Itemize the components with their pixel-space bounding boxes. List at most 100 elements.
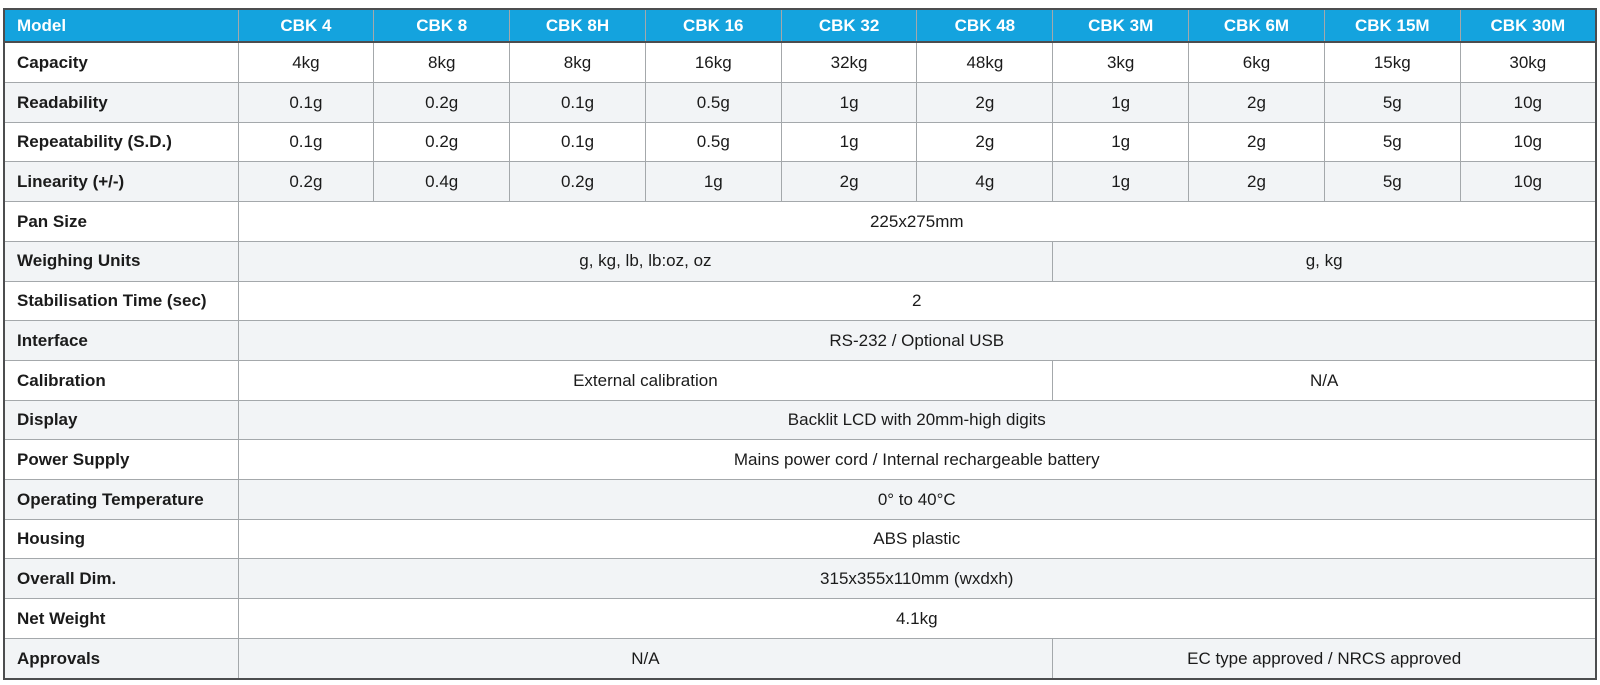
spec-value-cell: External calibration [237, 359, 1054, 401]
spec-row-readability: Readability 0.1g 0.2g 0.1g 0.5g 1g 2g 1g… [3, 82, 1597, 123]
spec-value-cell: Mains power cord / Internal rechargeable… [237, 439, 1597, 481]
row-label: Net Weight [3, 598, 239, 639]
spec-value-cell: 315x355x110mm (wxdxh) [237, 558, 1597, 600]
row-label: Power Supply [3, 439, 239, 481]
model-header-row: Model CBK 4 CBK 8 CBK 8H CBK 16 CBK 32 C… [3, 8, 1597, 43]
spec-value-cell: 10g [1459, 82, 1597, 123]
spec-value-cell: 5g [1323, 161, 1461, 203]
spec-value-cell: 2g [1188, 161, 1325, 203]
spec-value-cell: 1g [644, 161, 782, 203]
spec-value-cell: 30kg [1459, 41, 1597, 84]
spec-value-cell: 0.2g [509, 161, 646, 203]
spec-value-cell: 32kg [780, 41, 918, 84]
model-header-cell: CBK 8H [509, 8, 646, 43]
spec-value-cell: g, kg [1052, 240, 1597, 282]
spec-row-net-weight: Net Weight 4.1kg [3, 598, 1597, 639]
spec-value-cell: 15kg [1323, 41, 1461, 84]
spec-value-cell: 2 [237, 280, 1597, 322]
spec-value-cell: 0.2g [373, 121, 511, 163]
row-label: Readability [3, 82, 239, 123]
spec-value-cell: 2g [1188, 82, 1325, 123]
model-header-label: Model [3, 8, 239, 43]
spec-value-cell: 2g [1188, 121, 1325, 163]
spec-value-cell: 1g [1052, 121, 1190, 163]
row-label: Display [3, 399, 239, 441]
spec-value-cell: 3kg [1052, 41, 1190, 84]
row-label: Housing [3, 518, 239, 560]
model-header-cell: CBK 6M [1188, 8, 1325, 43]
spec-row-housing: Housing ABS plastic [3, 518, 1597, 560]
spec-value-cell: 0.2g [237, 161, 375, 203]
spec-value-cell: g, kg, lb, lb:oz, oz [237, 240, 1054, 282]
product-spec-table: Model CBK 4 CBK 8 CBK 8H CBK 16 CBK 32 C… [3, 8, 1597, 680]
spec-value-cell: 4kg [237, 41, 375, 84]
spec-value-cell: 8kg [373, 41, 511, 84]
spec-table-container: Model CBK 4 CBK 8 CBK 8H CBK 16 CBK 32 C… [3, 8, 1597, 680]
model-header-cell: CBK 32 [780, 8, 918, 43]
spec-value-cell: Backlit LCD with 20mm-high digits [237, 399, 1597, 441]
spec-row-weighing-units: Weighing Units g, kg, lb, lb:oz, oz g, k… [3, 240, 1597, 282]
spec-row-power-supply: Power Supply Mains power cord / Internal… [3, 439, 1597, 481]
spec-value-cell: RS-232 / Optional USB [237, 320, 1597, 361]
row-label: Pan Size [3, 201, 239, 242]
row-label: Interface [3, 320, 239, 361]
spec-value-cell: 16kg [644, 41, 782, 84]
model-header-cell: CBK 16 [644, 8, 782, 43]
spec-value-cell: 1g [780, 121, 918, 163]
spec-row-interface: Interface RS-232 / Optional USB [3, 320, 1597, 361]
spec-value-cell: 0.1g [509, 82, 646, 123]
row-label: Stabilisation Time (sec) [3, 280, 239, 322]
row-label: Calibration [3, 359, 239, 401]
row-label: Overall Dim. [3, 558, 239, 600]
spec-row-approvals: Approvals N/A EC type approved / NRCS ap… [3, 637, 1597, 680]
spec-value-cell: 0.1g [237, 121, 375, 163]
spec-value-cell: 10g [1459, 161, 1597, 203]
spec-value-cell: 5g [1323, 121, 1461, 163]
spec-value-cell: 48kg [916, 41, 1054, 84]
spec-value-cell: 0.5g [644, 121, 782, 163]
spec-value-cell: 2g [916, 121, 1054, 163]
row-label: Weighing Units [3, 240, 239, 282]
spec-value-cell: ABS plastic [237, 518, 1597, 560]
spec-value-cell: 1g [1052, 82, 1190, 123]
row-label: Operating Temperature [3, 479, 239, 520]
spec-value-cell: 6kg [1188, 41, 1325, 84]
spec-row-pan-size: Pan Size 225x275mm [3, 201, 1597, 242]
spec-value-cell: 225x275mm [237, 201, 1597, 242]
spec-row-calibration: Calibration External calibration N/A [3, 359, 1597, 401]
model-header-cell: CBK 8 [373, 8, 511, 43]
spec-value-cell: 1g [1052, 161, 1190, 203]
spec-value-cell: 5g [1323, 82, 1461, 123]
spec-value-cell: 8kg [509, 41, 646, 84]
row-label: Repeatability (S.D.) [3, 121, 239, 163]
model-header-cell: CBK 15M [1323, 8, 1461, 43]
spec-value-cell: 4.1kg [237, 598, 1597, 639]
spec-row-display: Display Backlit LCD with 20mm-high digit… [3, 399, 1597, 441]
model-header-cell: CBK 3M [1052, 8, 1190, 43]
spec-row-repeatability: Repeatability (S.D.) 0.1g 0.2g 0.1g 0.5g… [3, 121, 1597, 163]
model-header-cell: CBK 30M [1459, 8, 1597, 43]
spec-row-overall-dim: Overall Dim. 315x355x110mm (wxdxh) [3, 558, 1597, 600]
spec-value-cell: 4g [916, 161, 1054, 203]
spec-value-cell: 0.5g [644, 82, 782, 123]
spec-value-cell: 2g [916, 82, 1054, 123]
spec-value-cell: 0° to 40°C [237, 479, 1597, 520]
model-header-cell: CBK 48 [916, 8, 1054, 43]
spec-value-cell: 0.1g [237, 82, 375, 123]
row-label: Approvals [3, 637, 239, 680]
spec-value-cell: EC type approved / NRCS approved [1052, 637, 1597, 680]
spec-value-cell: 10g [1459, 121, 1597, 163]
spec-value-cell: N/A [1052, 359, 1597, 401]
spec-value-cell: 0.2g [373, 82, 511, 123]
spec-row-linearity: Linearity (+/-) 0.2g 0.4g 0.2g 1g 2g 4g … [3, 161, 1597, 203]
model-header-cell: CBK 4 [237, 8, 375, 43]
spec-value-cell: N/A [237, 637, 1054, 680]
spec-value-cell: 0.1g [509, 121, 646, 163]
row-label: Capacity [3, 41, 239, 84]
spec-row-stabilisation-time: Stabilisation Time (sec) 2 [3, 280, 1597, 322]
spec-value-cell: 2g [780, 161, 918, 203]
row-label: Linearity (+/-) [3, 161, 239, 203]
spec-row-capacity: Capacity 4kg 8kg 8kg 16kg 32kg 48kg 3kg … [3, 41, 1597, 84]
spec-value-cell: 1g [780, 82, 918, 123]
spec-value-cell: 0.4g [373, 161, 511, 203]
